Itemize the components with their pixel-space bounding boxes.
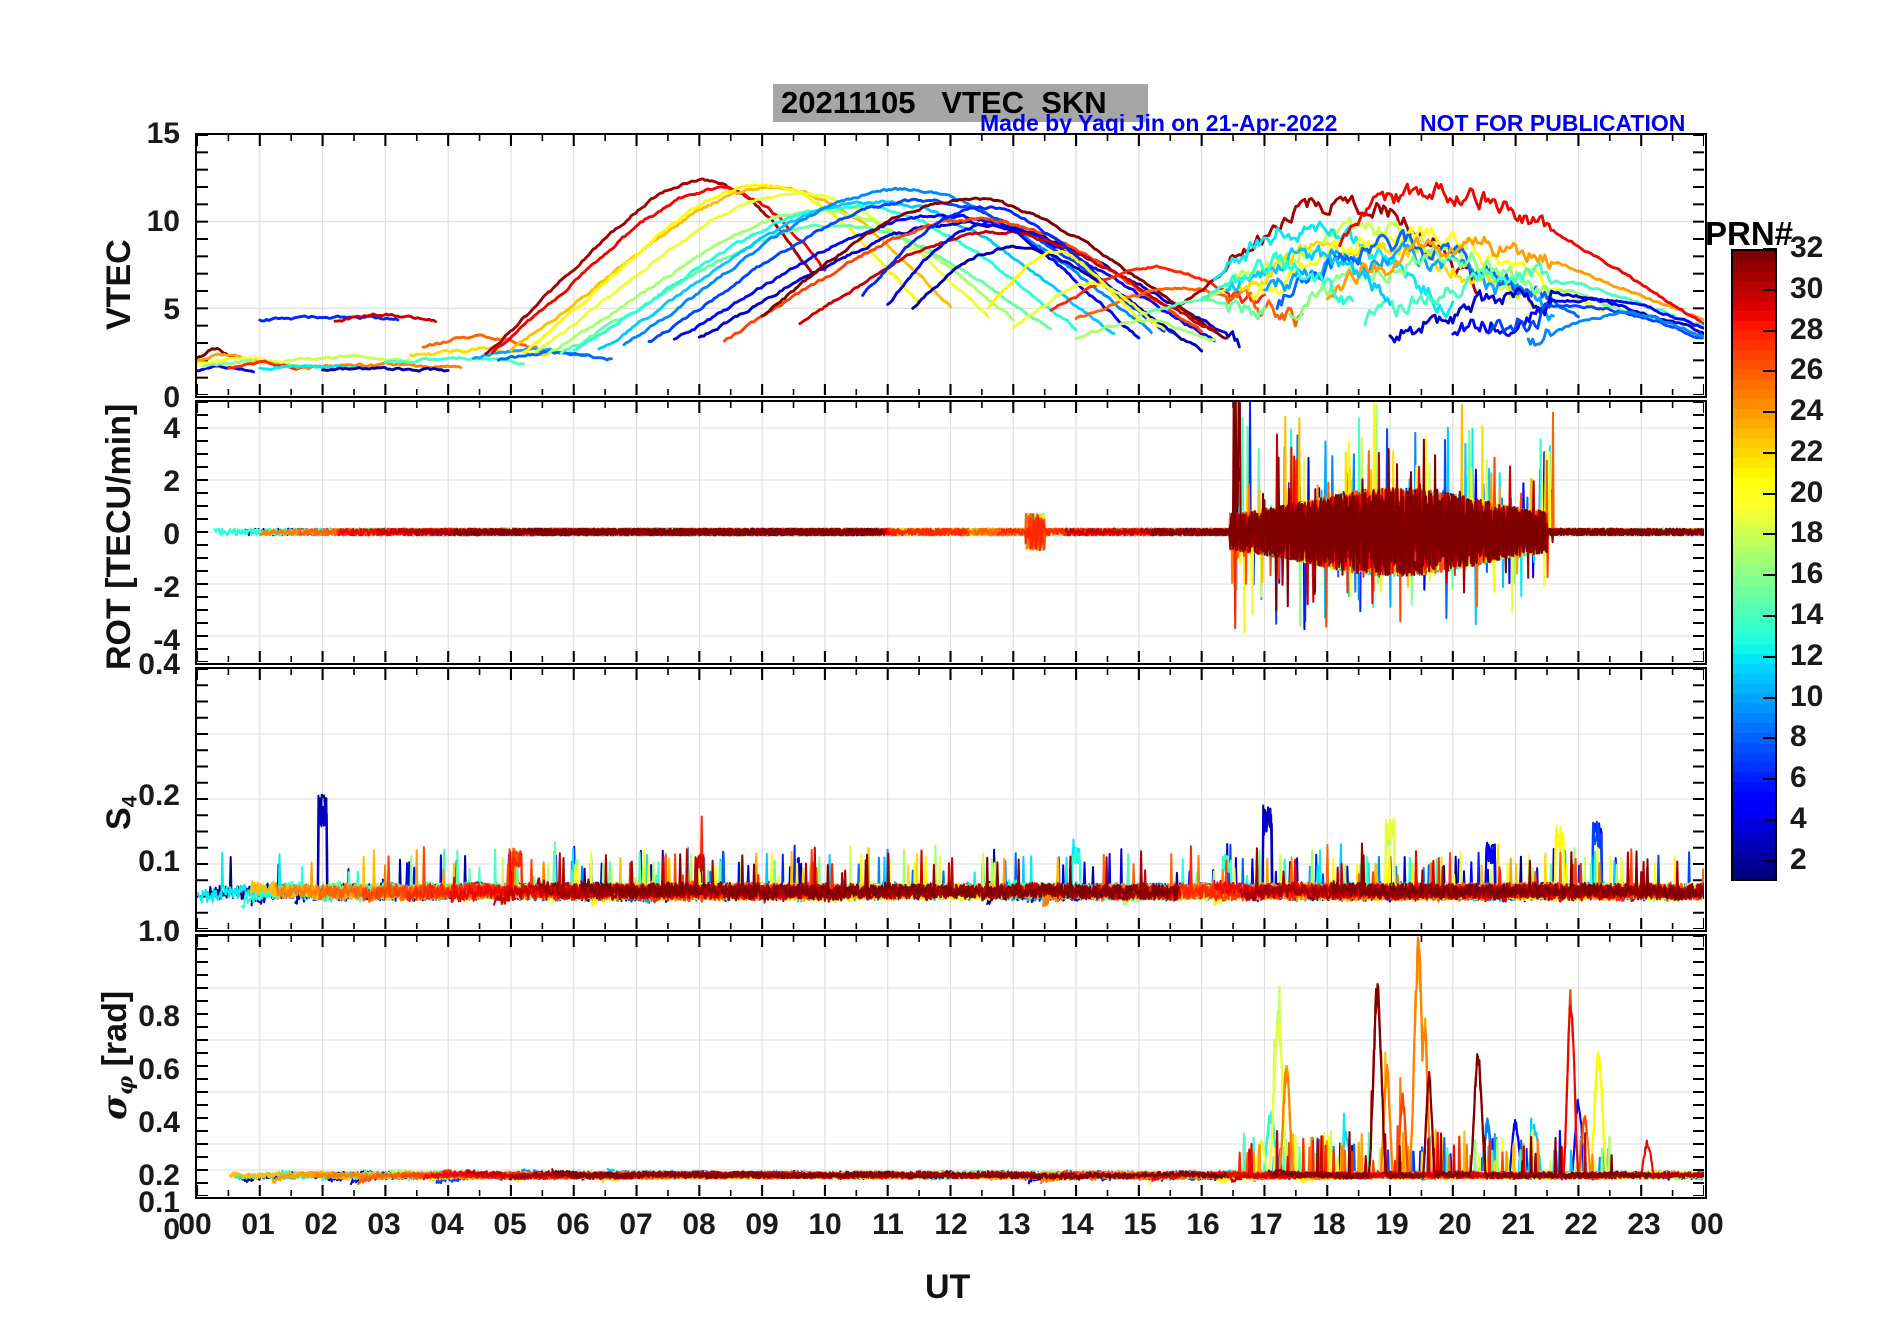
colorbar-tick xyxy=(1763,614,1777,617)
colorbar-tick xyxy=(1763,655,1777,658)
xtick-5: 05 xyxy=(493,1208,527,1241)
xtick-10: 10 xyxy=(808,1208,842,1241)
xtick-3: 03 xyxy=(367,1208,401,1241)
colorbar-tick-label-26: 26 xyxy=(1790,353,1824,387)
ytick-s4-0p1: 0.1 xyxy=(138,845,180,878)
colorbar-tick xyxy=(1763,818,1777,821)
ytick-s4-0p4: 0.4 xyxy=(138,648,180,681)
xtick-15: 15 xyxy=(1123,1208,1157,1241)
xtick-18: 18 xyxy=(1312,1208,1346,1241)
xtick-23: 23 xyxy=(1627,1208,1661,1241)
ytick-sp-0p6: 0.6 xyxy=(138,1053,180,1086)
axis-title-ut: UT xyxy=(925,1268,971,1306)
credit-text: Made by Yaqi Jin on 21-Apr-2022 xyxy=(980,110,1338,136)
colorbar-tick-label-28: 28 xyxy=(1790,312,1824,346)
colorbar-tick-label-12: 12 xyxy=(1790,638,1824,672)
panel-s4 xyxy=(195,667,1707,932)
xtick-14: 14 xyxy=(1060,1208,1094,1241)
ytick-vtec-15: 15 xyxy=(146,117,180,150)
xtick-7: 07 xyxy=(619,1208,653,1241)
panel-vtec xyxy=(195,133,1707,398)
xtick-0: 00 xyxy=(178,1208,212,1241)
xtick-2: 02 xyxy=(304,1208,338,1241)
ytick-s4-0: 0 xyxy=(163,915,180,948)
colorbar-tick-label-30: 30 xyxy=(1790,271,1824,305)
panel-rot xyxy=(195,400,1707,665)
colorbar-tick-label-32: 32 xyxy=(1790,231,1824,264)
panel-sigma-phi xyxy=(195,934,1707,1199)
colorbar-tick xyxy=(1763,859,1777,862)
xtick-11: 11 xyxy=(872,1208,904,1241)
colorbar-tick-label-18: 18 xyxy=(1790,516,1824,550)
xtick-22: 22 xyxy=(1564,1208,1598,1241)
colorbar-tick xyxy=(1763,737,1777,740)
xtick-20: 20 xyxy=(1438,1208,1472,1241)
colorbar-tick xyxy=(1763,288,1777,291)
colorbar-tick xyxy=(1763,533,1777,536)
xtick-9: 09 xyxy=(745,1208,779,1241)
ytick-s4-0p2: 0.2 xyxy=(138,779,180,812)
ytick-vtec-10: 10 xyxy=(146,205,180,238)
colorbar-tick xyxy=(1763,329,1777,332)
colorbar-tick xyxy=(1763,696,1777,699)
colorbar-tick xyxy=(1763,248,1777,250)
colorbar-tick-label-4: 4 xyxy=(1790,801,1807,835)
colorbar-tick-label-20: 20 xyxy=(1790,475,1824,509)
xtick-4: 04 xyxy=(430,1208,464,1241)
colorbar-tick xyxy=(1763,778,1777,781)
colorbar-tick-label-6: 6 xyxy=(1790,761,1807,795)
xtick-24: 00 xyxy=(1690,1208,1724,1241)
colorbar-tick-label-10: 10 xyxy=(1790,679,1824,713)
ytick-rot-m4: -4 xyxy=(153,624,180,657)
xtick-13: 13 xyxy=(997,1208,1031,1241)
ytick-sp-0p4: 0.4 xyxy=(138,1106,180,1139)
colorbar-tick-label-2: 2 xyxy=(1790,842,1807,876)
colorbar-tick xyxy=(1763,370,1777,373)
xtick-17: 17 xyxy=(1249,1208,1283,1241)
colorbar-tick xyxy=(1763,451,1777,454)
title-background xyxy=(773,84,1148,122)
xtick-6: 06 xyxy=(556,1208,590,1241)
ytick-sp-1p0: 1.0 xyxy=(138,915,180,948)
ytick-rot-0: 0 xyxy=(163,518,180,551)
colorbar-prn xyxy=(1731,249,1777,881)
colorbar-tick-label-14: 14 xyxy=(1790,597,1824,631)
page-title: 20211105 VTEC SKN xyxy=(781,85,1107,120)
colorbar-tick xyxy=(1763,492,1777,495)
xtick-16: 16 xyxy=(1186,1208,1220,1241)
ytick-vtec-0: 0 xyxy=(163,381,180,414)
ytick-rot-4: 4 xyxy=(163,412,180,445)
xtick-12: 12 xyxy=(934,1208,968,1241)
publication-notice: NOT FOR PUBLICATION xyxy=(1420,110,1686,136)
xtick-21: 21 xyxy=(1501,1208,1535,1241)
colorbar-tick-label-24: 24 xyxy=(1790,394,1824,428)
xtick-19: 19 xyxy=(1375,1208,1409,1241)
ytick-sp-0p8: 0.8 xyxy=(138,1000,180,1033)
colorbar-tick xyxy=(1763,574,1777,577)
colorbar-tick xyxy=(1763,411,1777,414)
ytick-sp-0: 0 xyxy=(163,1213,180,1246)
colorbar-title: PRN# xyxy=(1705,215,1794,252)
colorbar-tick-label-16: 16 xyxy=(1790,557,1824,591)
xtick-8: 08 xyxy=(682,1208,716,1241)
ytick-vtec-5: 5 xyxy=(163,293,180,326)
ytick-sp-0p1: 0.1 xyxy=(138,1186,180,1219)
ytick-rot-2: 2 xyxy=(163,465,180,498)
colorbar-tick-label-8: 8 xyxy=(1790,720,1807,754)
ytick-sp-0p2: 0.2 xyxy=(138,1159,180,1192)
xtick-1: 01 xyxy=(241,1208,275,1241)
ytick-rot-m2: -2 xyxy=(153,571,180,604)
colorbar-tick-label-22: 22 xyxy=(1790,434,1824,468)
